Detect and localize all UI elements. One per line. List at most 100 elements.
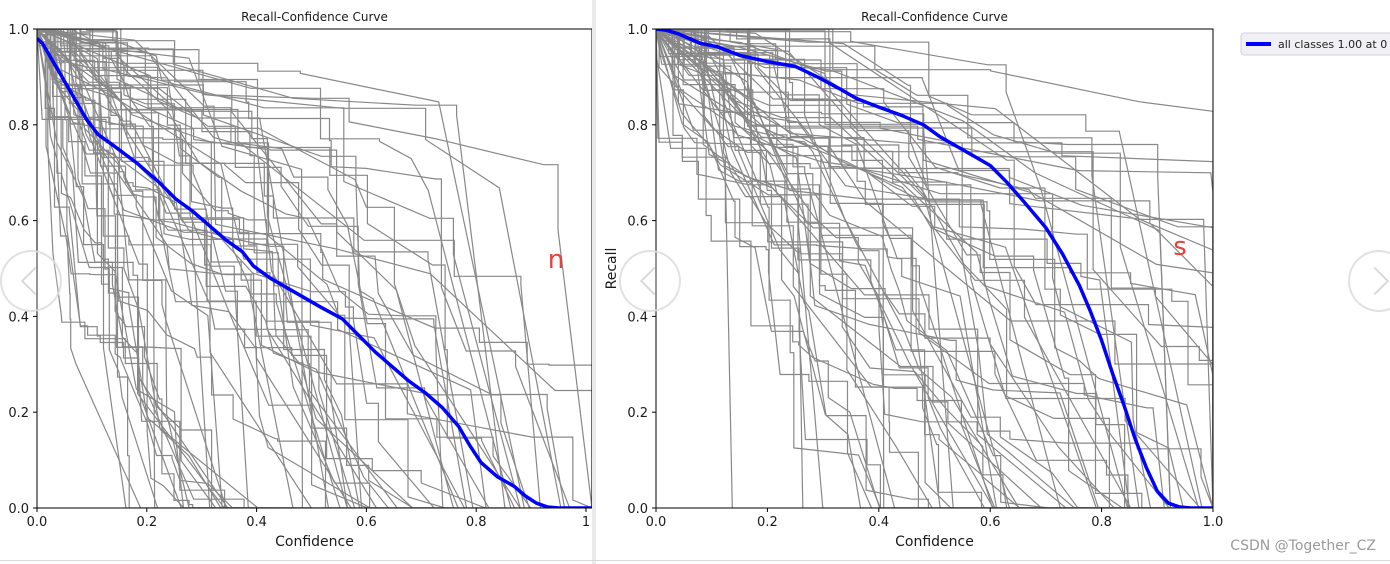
class-curve [37, 29, 516, 508]
class-curve [37, 29, 433, 508]
class-curve [656, 29, 998, 508]
y-tick-label: 0.0 [8, 502, 29, 517]
series-line-all-classes [656, 29, 1213, 508]
x-axis-label: Confidence [275, 534, 354, 550]
x-tick-label: 1.0 [1203, 515, 1224, 530]
chevron-left-icon [20, 266, 50, 296]
class-curve [37, 29, 159, 508]
plot-area [37, 29, 592, 508]
class-curve [37, 29, 361, 508]
class-curve [656, 29, 1213, 508]
class-curve [37, 29, 227, 508]
model-annotation: n [548, 245, 564, 275]
x-tick-label: 0.8 [1091, 515, 1112, 530]
class-curve [37, 29, 341, 508]
class-curve [37, 29, 465, 508]
class-curve [37, 29, 592, 508]
class-curve [37, 29, 142, 508]
class-curve [37, 29, 348, 508]
next-image-button[interactable] [1348, 250, 1390, 312]
class-curve [37, 29, 566, 508]
class-curve [656, 29, 1213, 508]
x-tick-label: 0.6 [356, 515, 377, 530]
x-tick-label: 0.0 [27, 515, 48, 530]
model-annotation: s [1173, 232, 1187, 262]
legend-box [1240, 32, 1390, 56]
class-curve [656, 29, 1099, 508]
chart-title: Recall-Confidence Curve [861, 10, 1008, 24]
class-curve [37, 29, 592, 508]
x-axis-label: Confidence [895, 534, 974, 550]
class-curve [37, 29, 294, 508]
class-curve [37, 29, 571, 508]
class-curve [37, 29, 371, 508]
class-curve [656, 29, 824, 508]
class-curve [656, 29, 1213, 508]
class-curve [37, 29, 541, 508]
class-curve [37, 29, 562, 508]
class-curve [656, 29, 1078, 508]
class-curve [656, 29, 994, 508]
class-curve [656, 29, 1010, 508]
y-tick-label: 0.8 [8, 119, 29, 134]
class-curve [656, 29, 1213, 508]
class-curve [656, 29, 1097, 508]
class-curve [656, 29, 1171, 508]
class-curve [37, 29, 217, 508]
chevron-left-icon [639, 266, 669, 296]
class-curve [656, 29, 1213, 508]
class-curve [656, 29, 1140, 508]
y-tick-label: 0.6 [8, 215, 29, 230]
x-tick-label: 0.0 [646, 515, 667, 530]
class-curve [37, 29, 356, 508]
class-curve [37, 29, 311, 508]
y-tick-label: 0.4 [8, 310, 29, 325]
class-curve [656, 29, 1019, 508]
previous-image-button-2[interactable] [619, 250, 681, 312]
bottom-divider [0, 560, 1390, 561]
y-tick-label: 0.8 [627, 119, 648, 134]
class-curve [656, 29, 1213, 508]
class-curve [37, 29, 456, 508]
class-curve [37, 29, 244, 508]
previous-image-button[interactable] [0, 250, 62, 312]
class-curve [656, 29, 1008, 508]
watermark: CSDN @Together_CZ [1230, 538, 1376, 554]
class-curve [656, 29, 1213, 508]
legend: all classes 1.00 at 0 [1240, 32, 1390, 56]
chevron-right-icon [1360, 266, 1390, 296]
class-curve [37, 29, 486, 508]
class-curve [656, 29, 1213, 508]
y-tick-label: 1.0 [627, 23, 648, 38]
class-curve [656, 29, 1213, 508]
x-tick-label: 0.2 [136, 515, 157, 530]
class-curve [656, 29, 996, 508]
class-curve [656, 29, 885, 508]
x-tick-label: 0.4 [868, 515, 889, 530]
panel-divider [592, 0, 596, 564]
class-curve [656, 29, 1048, 508]
y-tick-label: 0.2 [627, 406, 648, 421]
class-curve [37, 29, 530, 508]
class-curve [656, 29, 1152, 508]
class-curve [37, 29, 225, 508]
class-curve [656, 29, 1213, 508]
class-curve [656, 29, 1213, 508]
x-tick-label: 0.6 [980, 515, 1001, 530]
class-curve [37, 29, 223, 508]
class-curve [656, 29, 1061, 508]
class-curve [656, 29, 881, 508]
class-curve [37, 29, 389, 508]
class-curve [656, 29, 1126, 508]
class-curve [656, 29, 1213, 508]
class-curve [656, 29, 1132, 508]
y-tick-label: 0.0 [627, 502, 648, 517]
class-curve [37, 29, 259, 508]
x-tick-label: 0.2 [757, 515, 778, 530]
y-tick-label: 0.2 [8, 406, 29, 421]
legend-entry: all classes 1.00 at 0 [1278, 38, 1387, 51]
class-curve [656, 29, 930, 508]
y-tick-label: 1.0 [8, 23, 29, 38]
class-curve [656, 29, 1130, 508]
